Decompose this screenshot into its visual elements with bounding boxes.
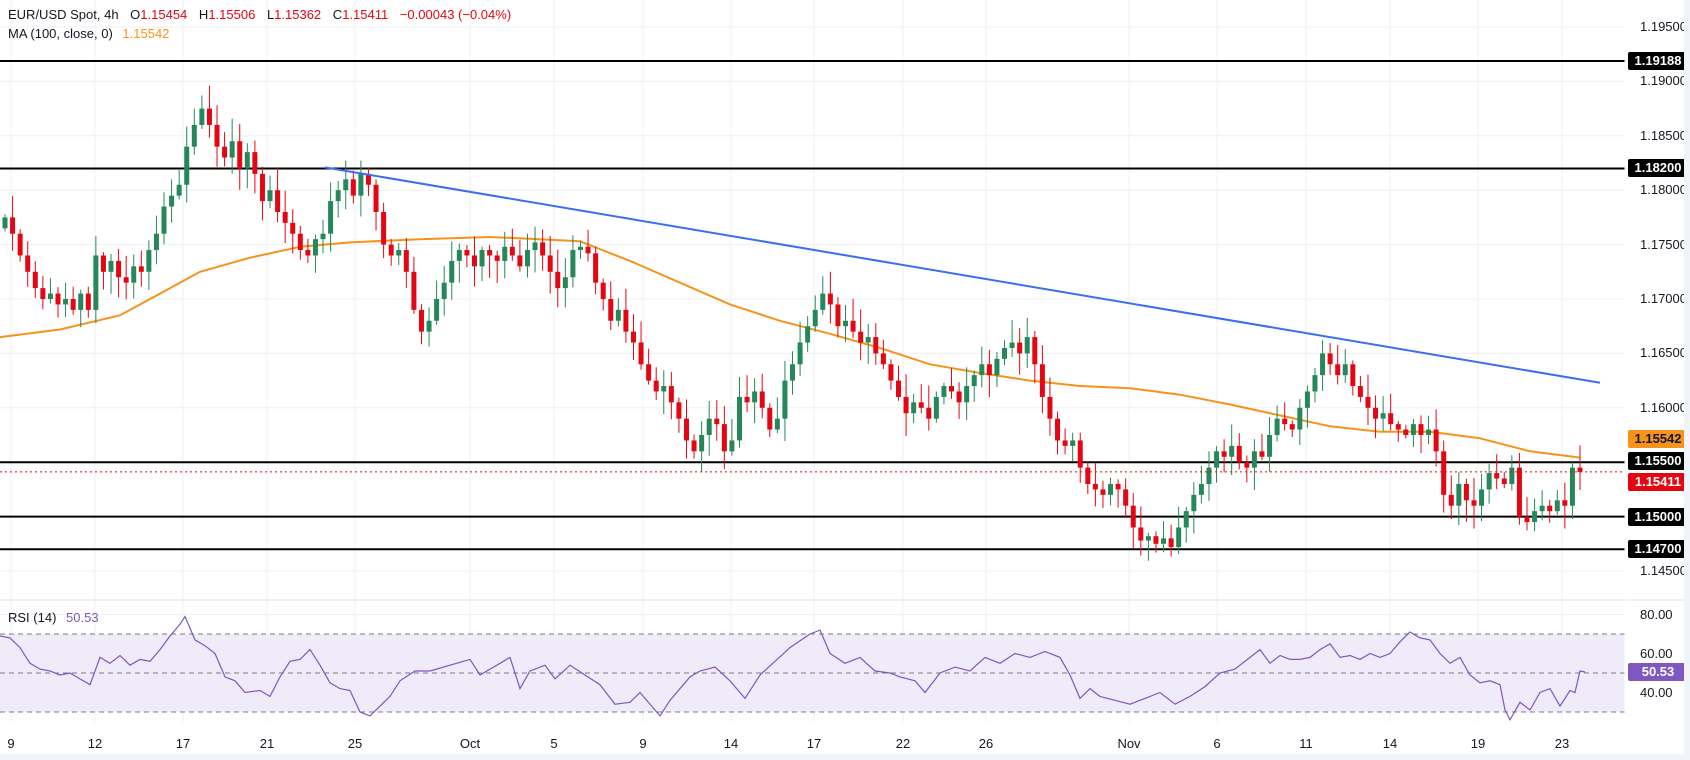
price-tick-label: 1.16000: [1640, 399, 1687, 415]
ma-legend[interactable]: MA (100, close, 0) 1.15542: [8, 26, 169, 41]
time-tick-label: 21: [259, 736, 275, 751]
ohlc-legend: EUR/USD Spot, 4h O1.15454 H1.15506 L1.15…: [8, 7, 511, 22]
low-label: L: [266, 7, 275, 22]
price-tag: 1.15500: [1628, 452, 1688, 470]
time-tick-label: 19: [1470, 736, 1486, 751]
price-tag: 1.15000: [1628, 507, 1688, 526]
price-tag: 1.14700: [1628, 540, 1688, 559]
trendline[interactable]: [324, 166, 1601, 384]
time-tick-label: 14: [723, 736, 739, 751]
rsi-label: RSI (14): [8, 610, 57, 625]
price-tick-label: 1.19500: [1640, 19, 1687, 34]
price-tick-label: 1.16500: [1640, 345, 1687, 361]
moving-average-line: [0, 236, 1581, 459]
price-tick-label: 1.18500: [1640, 127, 1687, 143]
time-tick-label: 12: [87, 736, 103, 751]
low-value: 1.15362: [274, 7, 322, 22]
time-tick-label: 17: [175, 736, 191, 751]
time-tick-label: 23: [1554, 736, 1570, 751]
change-value: −0.00043 (−0.04%): [399, 7, 512, 22]
time-tick-label: 9: [639, 736, 647, 751]
ma-label: MA (100, close, 0): [8, 26, 113, 41]
rsi-value: 50.53: [66, 610, 99, 625]
time-tick-label: Oct: [459, 736, 481, 751]
rsi-pane: [0, 615, 1625, 722]
price-tag: 1.19188: [1628, 51, 1688, 70]
time-tick-label: 14: [1382, 736, 1398, 751]
price-tick-label: 1.14500: [1640, 563, 1687, 578]
time-tick-label: 17: [806, 736, 822, 751]
close-value: 1.15411: [342, 7, 389, 22]
rsi-legend[interactable]: RSI (14) 50.53: [8, 610, 99, 625]
price-tag: 1.15542: [1628, 430, 1688, 448]
rsi-value-tag: 50.53: [1628, 662, 1688, 681]
price-tag: 1.15411: [1628, 473, 1688, 491]
price-tick-label: 1.17000: [1640, 291, 1687, 306]
open-value: 1.15454: [140, 7, 188, 22]
price-tag: 1.18200: [1628, 159, 1688, 178]
bottom-border: [0, 754, 1690, 760]
time-tick-label: Nov: [1117, 736, 1141, 751]
price-tick-label: 1.18000: [1640, 182, 1687, 198]
horizontal-levels[interactable]: [0, 59, 1625, 551]
time-tick-label: 22: [895, 736, 911, 751]
grid-lines: [0, 0, 1625, 722]
time-tick-label: 11: [1299, 736, 1313, 751]
rsi-tick-label: 80.00: [1640, 606, 1673, 622]
time-tick-label: 5: [550, 736, 558, 751]
rsi-tick-label: 40.00: [1640, 684, 1673, 700]
close-label: C: [332, 7, 343, 22]
symbol-title: EUR/USD Spot, 4h: [8, 7, 119, 22]
time-tick-label: 6: [1213, 736, 1221, 751]
open-label: O: [130, 7, 141, 22]
rsi-tick-label: 60.00: [1640, 645, 1673, 661]
ma-value: 1.15542: [122, 26, 170, 41]
time-tick-label: 26: [978, 736, 994, 751]
right-border: [1684, 0, 1690, 760]
time-tick-label: 9: [7, 736, 15, 751]
price-tick-label: 1.19000: [1640, 73, 1687, 89]
high-value: 1.15506: [208, 7, 256, 22]
time-tick-label: 25: [347, 736, 363, 751]
candlestick-series: [2, 85, 1583, 561]
price-tick-label: 1.17500: [1640, 236, 1687, 252]
high-label: H: [198, 7, 209, 22]
